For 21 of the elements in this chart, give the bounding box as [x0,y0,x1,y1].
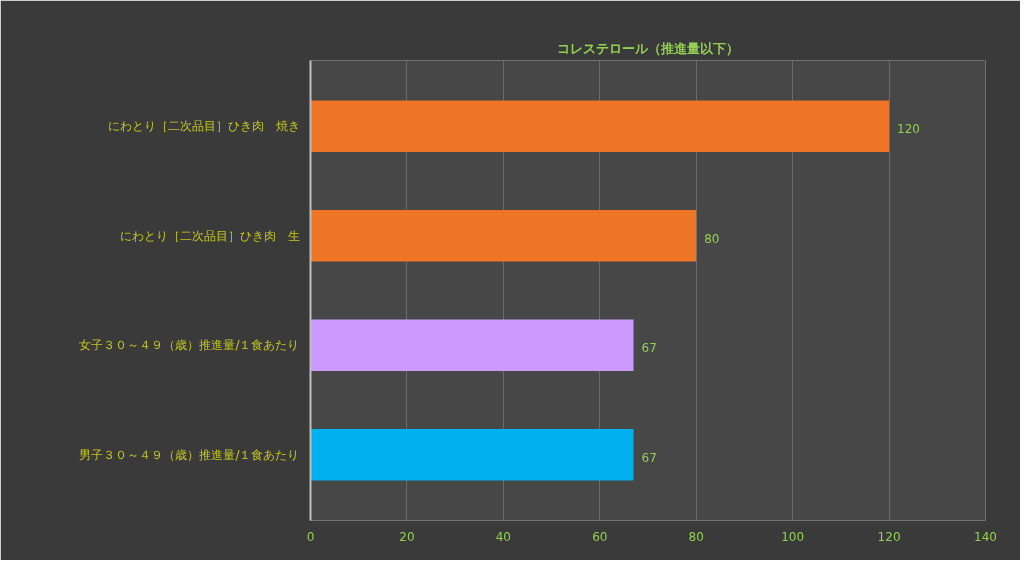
bar [310,429,634,481]
x-tick-label: 60 [592,529,608,544]
chart-title: コレステロール（推進量以下） [557,40,739,56]
x-tick-label: 0 [306,529,315,544]
x-tick-label: 140 [974,529,997,544]
y-tick-label: 女子３０～４９（歳）推進量/１食あたり [79,338,300,353]
x-tick-label: 120 [877,529,901,544]
bar [310,210,697,262]
y-tick-label: 男子３０～４９（歳）推進量/１食あたり [79,447,300,462]
y-tick-label: にわとり［二次品目］ひき肉 生 [119,228,300,243]
bar [310,319,634,371]
data-label: 67 [641,450,657,465]
data-label: 67 [641,341,657,356]
bar [310,100,890,152]
x-tick-label: 80 [688,529,704,544]
data-label: 80 [704,231,720,246]
x-tick-label: 20 [399,529,415,544]
y-tick-label: にわとり［二次品目］ひき肉 焼き [107,119,300,134]
x-tick-label: 100 [781,529,805,544]
data-label: 120 [897,122,920,137]
x-tick-label: 40 [495,529,511,544]
